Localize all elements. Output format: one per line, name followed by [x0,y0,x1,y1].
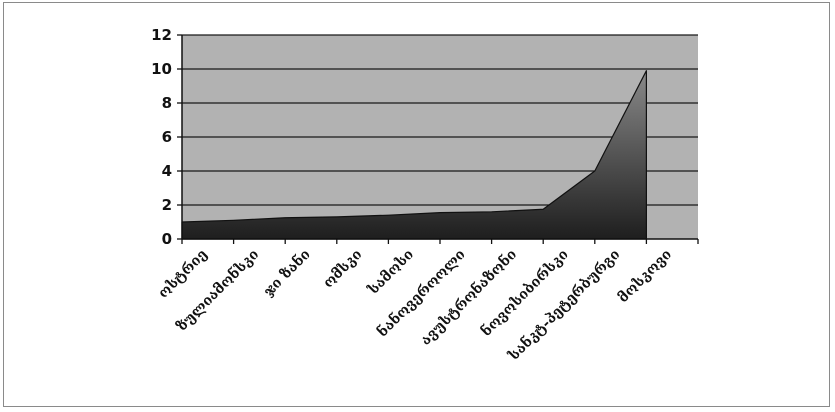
y-tick-label: 2 [162,196,172,214]
y-tick-label: 10 [151,60,172,78]
y-tick-label: 0 [162,230,172,248]
y-tick-label: 8 [162,94,172,112]
x-tick-label: მოსკოვი [615,247,675,307]
x-tick-label: ნოვოსიბირსკი [478,246,572,340]
y-tick-label: 12 [151,26,172,44]
y-axis-ticks: 0 2 4 6 8 10 12 [151,26,182,248]
x-tick-label: ომსკი [320,247,365,292]
y-tick-label: 4 [162,162,172,180]
x-tick-label: ჯი ზანი [260,246,314,300]
x-tick-label: ოსტრიე [155,247,210,302]
x-tick-label: სამოსი [365,247,417,299]
x-tick-label: ავუსტრონაზონი [417,246,520,349]
y-tick-label: 6 [162,128,172,146]
x-tick-label: ნანოვეროოლი [374,246,469,341]
area-series [181,70,647,240]
